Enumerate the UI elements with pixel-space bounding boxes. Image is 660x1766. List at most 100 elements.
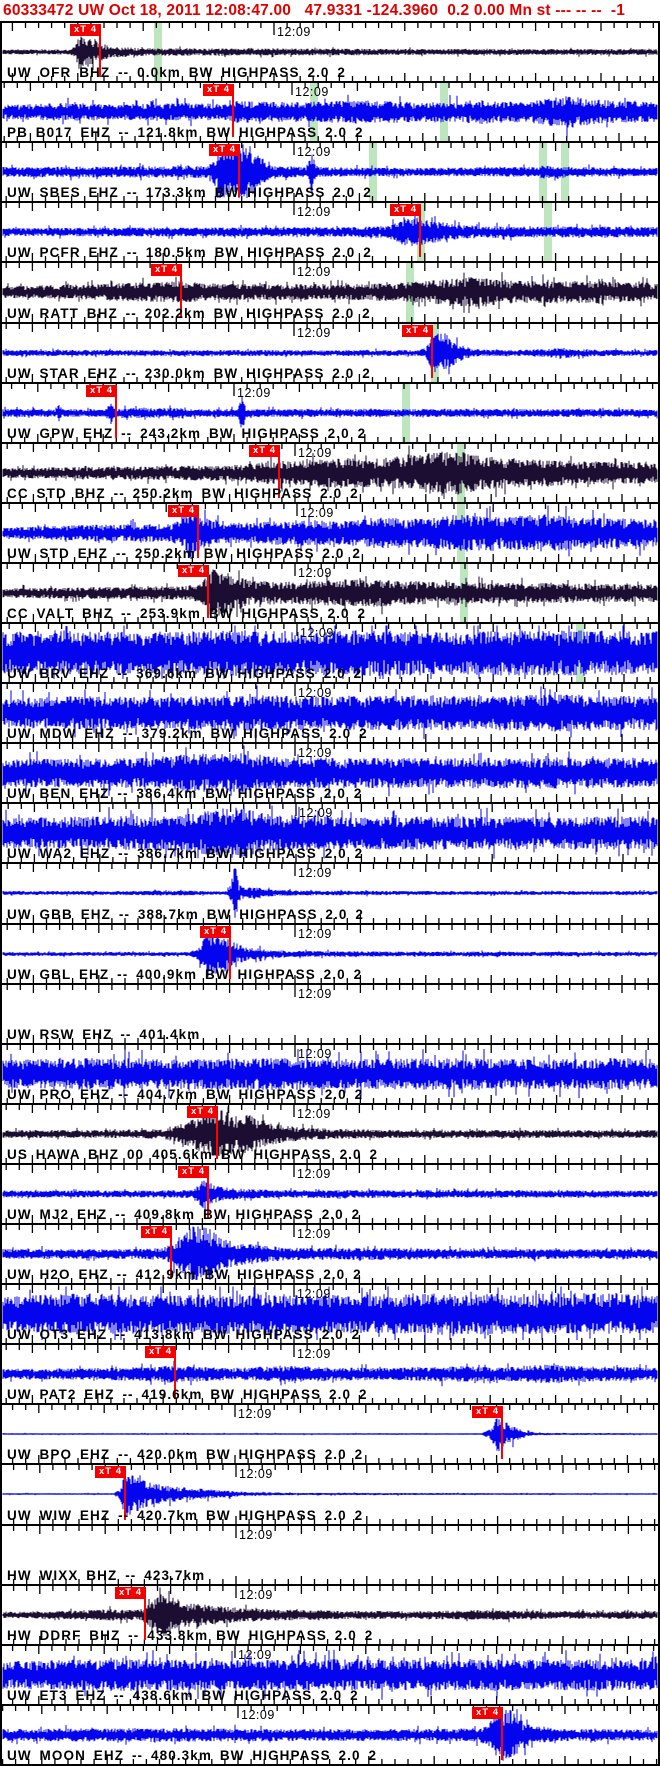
waveform-trace[interactable] xyxy=(2,685,658,740)
pick-flag[interactable]: xT 4 xyxy=(145,1346,176,1358)
pick-line[interactable] xyxy=(197,505,199,558)
waveform-trace[interactable] xyxy=(2,1418,658,1452)
waveform-trace[interactable] xyxy=(2,94,658,138)
trace-row: 12:09 xT 4 UW GPW EHZ -- 243.2km BW HIGHPA… xyxy=(2,382,658,442)
waveform-trace[interactable] xyxy=(2,272,658,314)
pick-flag[interactable]: xT 4 xyxy=(86,385,117,397)
pick-line[interactable] xyxy=(232,84,234,137)
waveform-trace[interactable] xyxy=(2,569,658,620)
waveform-plot[interactable] xyxy=(2,985,658,1043)
pick-flag[interactable]: xT 4 xyxy=(402,325,433,337)
waveform-plot[interactable] xyxy=(2,203,658,261)
waveform-trace[interactable] xyxy=(2,36,658,72)
trace-row: 12:09 xT 4 UW STD EHZ -- 250.2km BW HIGHPA… xyxy=(2,502,658,562)
pick-line[interactable] xyxy=(501,1406,503,1459)
waveform-trace[interactable] xyxy=(2,868,658,918)
pick-flag[interactable]: xT 4 xyxy=(151,264,182,276)
waveform-plot[interactable] xyxy=(2,1165,658,1223)
pick-flag[interactable]: xT 4 xyxy=(200,926,231,938)
pick-flag[interactable]: xT 4 xyxy=(95,1466,126,1478)
pick-line[interactable] xyxy=(207,1166,209,1219)
waveform-plot[interactable] xyxy=(2,263,658,322)
waveform-plot[interactable] xyxy=(2,1465,658,1524)
pick-line[interactable] xyxy=(216,1106,218,1159)
waveform-plot[interactable] xyxy=(2,23,658,81)
waveform-trace[interactable] xyxy=(2,505,658,560)
waveform-plot[interactable] xyxy=(2,1706,658,1764)
pick-line[interactable] xyxy=(431,325,433,378)
pick-flag[interactable]: xT 4 xyxy=(178,1166,209,1178)
waveform-trace[interactable] xyxy=(2,745,658,799)
pick-line[interactable] xyxy=(144,1587,146,1640)
waveform-plot[interactable] xyxy=(2,564,658,622)
pick-line[interactable] xyxy=(207,565,209,618)
waveform-trace[interactable] xyxy=(2,1649,658,1701)
waveform-plot[interactable] xyxy=(2,1345,658,1403)
waveform-trace[interactable] xyxy=(2,1587,658,1636)
pick-flag[interactable]: xT 4 xyxy=(187,1106,218,1118)
waveform-trace[interactable] xyxy=(2,144,658,199)
pick-line[interactable] xyxy=(501,1707,503,1760)
station-label: UW GBB EHZ -- 388.7km BW HIGHPASS 2.0 2 xyxy=(7,907,364,922)
pick-flag[interactable]: xT 4 xyxy=(472,1707,503,1719)
pick-flag[interactable]: xT 4 xyxy=(178,565,209,577)
pick-flag[interactable]: xT 4 xyxy=(168,505,199,517)
pick-flag[interactable]: xT 4 xyxy=(209,144,240,156)
waveform-plot[interactable] xyxy=(2,1646,658,1704)
waveform-plot[interactable] xyxy=(2,1105,658,1163)
waveform-plot[interactable] xyxy=(2,504,658,562)
waveform-plot[interactable] xyxy=(2,744,658,802)
pick-line[interactable] xyxy=(124,1466,126,1520)
trace-row: 12:09 UW MDW EHZ -- 379.2km BW HIGHPASS 2… xyxy=(2,682,658,742)
waveform-trace[interactable] xyxy=(2,1475,658,1517)
waveform-trace[interactable] xyxy=(2,333,658,375)
waveform-plot[interactable] xyxy=(2,1045,658,1103)
pick-line[interactable] xyxy=(238,144,240,197)
waveform-plot[interactable] xyxy=(2,384,658,442)
waveform-plot[interactable] xyxy=(2,324,658,382)
waveform-plot[interactable] xyxy=(2,1586,658,1644)
pick-line[interactable] xyxy=(115,385,117,438)
pick-line[interactable] xyxy=(278,445,280,498)
waveform-plot[interactable] xyxy=(2,143,658,201)
waveform-trace[interactable] xyxy=(2,1360,658,1387)
waveform-trace[interactable] xyxy=(2,1106,658,1158)
waveform-plot[interactable] xyxy=(2,1526,658,1584)
waveform-trace[interactable] xyxy=(2,805,658,860)
pick-line[interactable] xyxy=(174,1346,176,1399)
time-label: 12:09 xyxy=(297,145,331,159)
pick-flag[interactable]: xT 4 xyxy=(203,84,234,96)
pick-line[interactable] xyxy=(419,204,421,257)
pick-flag[interactable]: xT 4 xyxy=(115,1587,146,1599)
waveform-plot[interactable] xyxy=(2,83,658,141)
waveform-plot[interactable] xyxy=(2,624,658,682)
pick-flag[interactable]: xT 4 xyxy=(390,204,421,216)
waveform-plot[interactable] xyxy=(2,925,658,983)
waveform-plot[interactable] xyxy=(2,1285,658,1343)
pick-line[interactable] xyxy=(180,264,182,318)
pick-flag[interactable]: xT 4 xyxy=(141,1226,172,1238)
waveform-trace[interactable] xyxy=(2,625,658,680)
pick-flag[interactable]: xT 4 xyxy=(472,1406,503,1418)
waveform-plot[interactable] xyxy=(2,864,658,923)
waveform-plot[interactable] xyxy=(2,684,658,742)
pick-flag[interactable]: xT 4 xyxy=(249,445,280,457)
waveform-plot[interactable] xyxy=(2,804,658,862)
waveform-plot[interactable] xyxy=(2,444,658,502)
pick-line[interactable] xyxy=(229,926,231,979)
waveform-trace[interactable] xyxy=(2,1049,658,1099)
waveform-plot[interactable] xyxy=(2,1405,658,1463)
pick-flag[interactable]: xT 4 xyxy=(70,24,101,36)
station-label: HW WIXX BHZ -- 423.7km xyxy=(7,1568,206,1583)
waveform-trace[interactable] xyxy=(2,445,658,500)
waveform-trace[interactable] xyxy=(2,1709,658,1761)
waveform-trace[interactable] xyxy=(2,211,658,246)
waveform-plot[interactable] xyxy=(2,1225,658,1283)
waveform-trace[interactable] xyxy=(2,930,658,977)
waveform-trace[interactable] xyxy=(2,1180,658,1212)
waveform-trace[interactable] xyxy=(2,1226,658,1281)
pick-line[interactable] xyxy=(99,24,101,77)
waveform-trace[interactable] xyxy=(2,1286,658,1341)
pick-line[interactable] xyxy=(170,1226,172,1279)
waveform-trace[interactable] xyxy=(2,397,658,428)
